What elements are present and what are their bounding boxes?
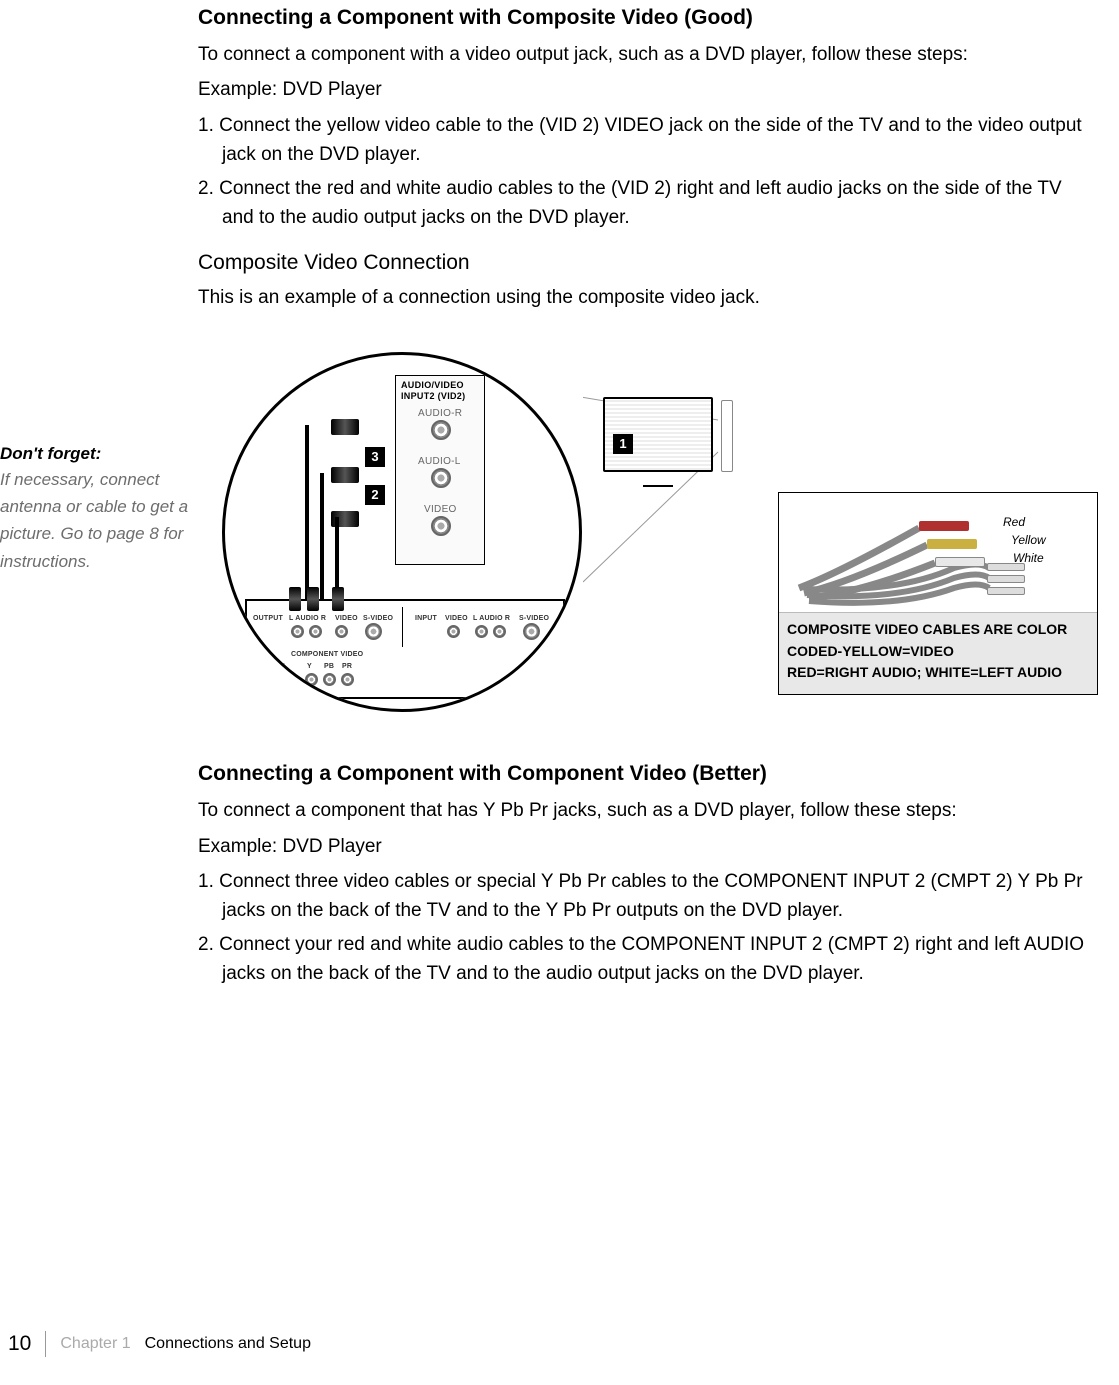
cable-red-label: Red: [1003, 515, 1025, 529]
section1-example: Example: DVD Player: [198, 75, 1098, 104]
dvd-input-label: INPUT: [415, 615, 437, 622]
footer-title: Connections and Setup: [145, 1335, 311, 1353]
tv-icon: 1: [603, 392, 733, 487]
section2-step-1: 1. Connect three video cables or special…: [198, 867, 1098, 926]
section1-intro: To connect a component with a video outp…: [198, 40, 1098, 69]
jack-label-l: AUDIO-L: [418, 456, 461, 467]
cable-caption-2: CODED-YELLOW=VIDEO: [787, 641, 1089, 663]
cable-legend-box: Red Yellow White COMPOSITE VIDEO CABLES …: [778, 492, 1098, 695]
dvd-component-label: COMPONENT VIDEO: [291, 651, 363, 658]
connection-closeup: AUDIO/VIDEO INPUT2 (VID2) AUDIO-R AUDIO-…: [222, 352, 582, 712]
panel-title-1: AUDIO/VIDEO: [401, 380, 464, 390]
composite-diagram: 1 AUDIO/VIDEO INPUT2 (VID2) AUDIO-R AUDI…: [198, 352, 1098, 712]
section1-subtext: This is an example of a connection using…: [198, 283, 1098, 312]
section1-subheading: Composite Video Connection: [198, 251, 1098, 275]
sidebar-title: Don't forget:: [0, 444, 210, 464]
page-number: 10: [8, 1332, 31, 1356]
cable-caption-1: COMPOSITE VIDEO CABLES ARE COLOR: [787, 619, 1089, 641]
section1-step-2: 2. Connect the red and white audio cable…: [198, 174, 1098, 233]
callout-3: 3: [365, 447, 385, 467]
section2-example: Example: DVD Player: [198, 832, 1098, 861]
dvd-svideo-label-1: S-VIDEO: [363, 615, 393, 622]
dvd-player-rear: OUTPUT L AUDIO R VIDEO S-VIDEO COMPONENT…: [245, 599, 565, 699]
cable-white-label: White: [1013, 551, 1044, 565]
callout-1: 1: [613, 434, 633, 454]
section1-title: Connecting a Component with Composite Vi…: [198, 6, 1098, 30]
cable-caption-3: RED=RIGHT AUDIO; WHITE=LEFT AUDIO: [787, 662, 1089, 684]
dvd-audio-label: L AUDIO R: [289, 615, 326, 622]
callout-2: 2: [365, 485, 385, 505]
jack-label-v: VIDEO: [424, 504, 457, 515]
sidebar-note: Don't forget: If necessary, connect ante…: [0, 444, 210, 575]
dvd-output-label: OUTPUT: [253, 615, 283, 622]
jack-label-r: AUDIO-R: [418, 408, 462, 419]
page-footer: 10 Chapter 1 Connections and Setup: [0, 1331, 1119, 1357]
dvd-video-label: VIDEO: [335, 615, 358, 622]
sidebar-body: If necessary, connect antenna or cable t…: [0, 466, 210, 575]
section2-title: Connecting a Component with Component Vi…: [198, 762, 1098, 786]
cable-yellow-label: Yellow: [1011, 533, 1046, 547]
footer-chapter: Chapter 1: [60, 1335, 130, 1353]
panel-title-2: INPUT2 (VID2): [401, 391, 465, 401]
section1-step-1: 1. Connect the yellow video cable to the…: [198, 111, 1098, 170]
section2-step-2: 2. Connect your red and white audio cabl…: [198, 930, 1098, 989]
section2-intro: To connect a component that has Y Pb Pr …: [198, 796, 1098, 825]
